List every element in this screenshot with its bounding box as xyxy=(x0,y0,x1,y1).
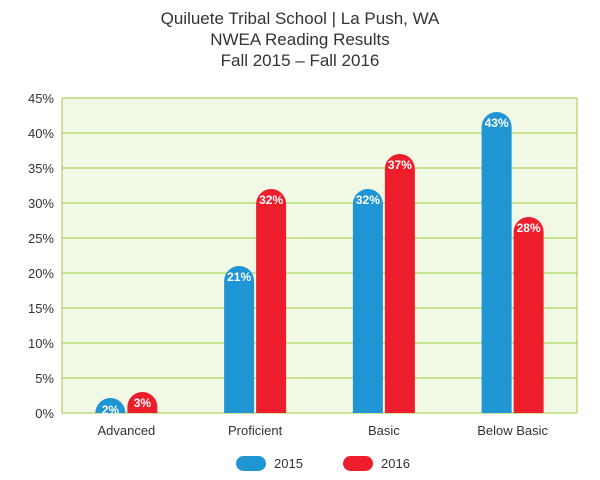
chart-title-line-2: NWEA Reading Results xyxy=(210,30,390,49)
bar-2016-below-basic xyxy=(513,217,544,413)
y-tick-label: 10% xyxy=(28,336,54,351)
y-tick-label: 40% xyxy=(28,126,54,141)
bar-2015-proficient xyxy=(224,266,255,413)
bar-data-label: 2% xyxy=(102,403,120,417)
x-category-label: Below Basic xyxy=(477,423,548,438)
legend-swatch-2016 xyxy=(343,456,373,471)
y-tick-label: 35% xyxy=(28,161,54,176)
x-category-label: Proficient xyxy=(228,423,283,438)
legend-label-2016: 2016 xyxy=(381,456,410,471)
bars: 2% 3% 21% 32% 32% 37% 43% 28% xyxy=(95,112,544,417)
bar-2015-basic xyxy=(352,189,383,413)
x-category-label: Basic xyxy=(368,423,400,438)
bar-2016-proficient xyxy=(256,189,287,413)
chart-title-line-1: Quiluete Tribal School | La Push, WA xyxy=(161,9,440,28)
bar-data-label: 32% xyxy=(259,193,283,207)
bar-data-label: 3% xyxy=(134,396,152,410)
legend-swatch-2015 xyxy=(236,456,266,471)
bar-data-label: 43% xyxy=(485,116,509,130)
bar-data-label: 21% xyxy=(227,270,251,284)
y-tick-label: 0% xyxy=(35,406,54,421)
x-axis: Advanced Proficient Basic Below Basic xyxy=(97,423,548,438)
y-axis: 0% 5% 10% 15% 20% 25% 30% 35% 40% 45% xyxy=(28,91,54,421)
y-tick-label: 25% xyxy=(28,231,54,246)
bar-data-label: 28% xyxy=(517,221,541,235)
legend-label-2015: 2015 xyxy=(274,456,303,471)
y-tick-label: 45% xyxy=(28,91,54,106)
chart-title: Quiluete Tribal School | La Push, WA NWEA… xyxy=(161,9,440,70)
y-tick-label: 5% xyxy=(35,371,54,386)
y-tick-label: 30% xyxy=(28,196,54,211)
bar-data-label: 32% xyxy=(356,193,380,207)
x-category-label: Advanced xyxy=(97,423,155,438)
gridlines xyxy=(61,97,578,414)
y-tick-label: 15% xyxy=(28,301,54,316)
legend: 2015 2016 xyxy=(236,456,410,471)
bar-2015-below-basic xyxy=(481,112,512,414)
y-tick-label: 20% xyxy=(28,266,54,281)
bar-2016-basic xyxy=(384,154,415,414)
chart-title-line-3: Fall 2015 – Fall 2016 xyxy=(221,51,380,70)
bar-2015-advanced xyxy=(95,398,126,413)
bar-data-label: 37% xyxy=(388,158,412,172)
bar-2016-advanced xyxy=(127,392,158,413)
